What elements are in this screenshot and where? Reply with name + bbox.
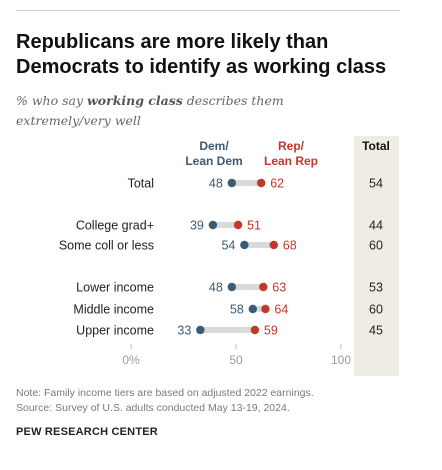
- dem-value-label: 33: [177, 324, 191, 338]
- legend-rep-line1: Rep/: [278, 139, 305, 153]
- dem-dot: [240, 240, 249, 250]
- rep-dot: [250, 325, 260, 335]
- row-label: Some coll or less: [59, 239, 154, 253]
- total-value-label: 45: [369, 324, 383, 338]
- x-tick-label: 100: [331, 353, 351, 367]
- rep-dot: [261, 304, 270, 314]
- source-text: Source: Survey of U.S. adults conducted …: [16, 402, 290, 414]
- subtitle-line-1: % who say working class describes them: [16, 91, 376, 111]
- dem-value-label: 58: [230, 303, 244, 317]
- title-line-2: Democrats to identify as working class: [16, 56, 387, 78]
- rep-value-label: 68: [283, 239, 297, 253]
- dem-value-label: 48: [209, 281, 223, 295]
- dem-value-label: 48: [209, 177, 223, 191]
- rep-value-label: 63: [272, 281, 286, 295]
- dem-dot: [248, 304, 257, 314]
- dem-dot: [208, 220, 218, 230]
- legend-dem-line2: Lean Dem: [185, 154, 242, 168]
- dem-value-label: 39: [190, 219, 204, 233]
- rep-dot: [257, 178, 266, 188]
- subtitle-emphasis: working class: [87, 93, 183, 108]
- legend-total: Total: [362, 139, 390, 153]
- x-tick-label: 0%: [122, 353, 140, 367]
- rep-dot: [269, 240, 278, 250]
- total-value-label: 53: [369, 281, 383, 295]
- dem-dot: [227, 282, 236, 292]
- subtitle-line-2: extremely/very well: [16, 113, 141, 128]
- dem-dot: [196, 325, 205, 335]
- dem-value-label: 54: [221, 239, 235, 253]
- footnote: Note: Family income tiers are based on a…: [16, 386, 416, 416]
- rep-value-label: 51: [247, 219, 261, 233]
- note-text: Note: Family income tiers are based on a…: [16, 387, 314, 399]
- row-label: College grad+: [76, 219, 154, 233]
- total-value-label: 54: [369, 177, 383, 191]
- org-credit: PEW RESEARCH CENTER: [16, 426, 158, 438]
- total-value-label: 44: [369, 219, 383, 233]
- total-column-bg: [354, 136, 399, 376]
- rep-value-label: 59: [264, 324, 278, 338]
- row-label: Total: [128, 177, 154, 191]
- chart-subtitle: % who say working class describes them e…: [16, 91, 376, 131]
- x-tick-label: 50: [229, 353, 243, 367]
- row-label: Lower income: [76, 281, 154, 295]
- legend-rep-line2: Lean Rep: [264, 154, 318, 168]
- subtitle-suffix: describes them: [182, 93, 284, 108]
- chart-title: Republicans are more likely than Democra…: [16, 30, 416, 80]
- total-value-label: 60: [369, 239, 383, 253]
- row-label: Upper income: [76, 324, 154, 338]
- total-value-label: 60: [369, 303, 383, 317]
- row-label: Middle income: [73, 303, 154, 317]
- subtitle-prefix: % who say: [16, 93, 88, 108]
- title-line-1: Republicans are more likely than: [16, 31, 329, 53]
- dem-dot: [227, 178, 236, 188]
- rep-value-label: 62: [270, 177, 284, 191]
- rep-value-label: 64: [274, 303, 288, 317]
- top-rule: [16, 10, 400, 11]
- rep-dot: [233, 220, 243, 230]
- legend-dem-line1: Dem/: [199, 139, 229, 153]
- rep-dot: [259, 282, 268, 292]
